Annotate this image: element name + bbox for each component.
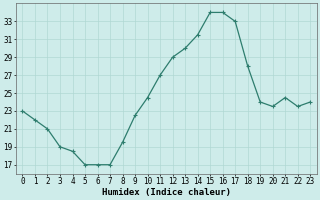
- X-axis label: Humidex (Indice chaleur): Humidex (Indice chaleur): [102, 188, 231, 197]
